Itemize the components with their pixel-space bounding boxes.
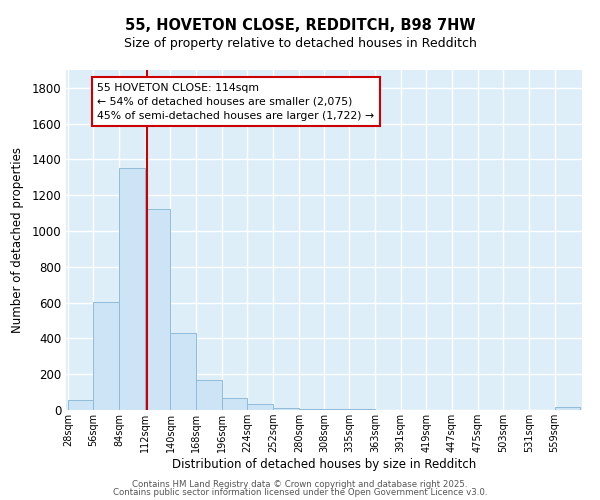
Bar <box>273 408 299 410</box>
Bar <box>325 409 349 410</box>
Text: 55, HOVETON CLOSE, REDDITCH, B98 7HW: 55, HOVETON CLOSE, REDDITCH, B98 7HW <box>125 18 475 32</box>
Bar <box>196 380 222 410</box>
Text: Contains public sector information licensed under the Open Government Licence v3: Contains public sector information licen… <box>113 488 487 497</box>
Bar <box>170 333 196 410</box>
Text: Contains HM Land Registry data © Crown copyright and database right 2025.: Contains HM Land Registry data © Crown c… <box>132 480 468 489</box>
Bar <box>247 404 273 410</box>
Text: Size of property relative to detached houses in Redditch: Size of property relative to detached ho… <box>124 38 476 51</box>
Text: 55 HOVETON CLOSE: 114sqm
← 54% of detached houses are smaller (2,075)
45% of sem: 55 HOVETON CLOSE: 114sqm ← 54% of detach… <box>97 82 374 120</box>
Bar <box>299 408 325 410</box>
Bar <box>222 398 247 410</box>
X-axis label: Distribution of detached houses by size in Redditch: Distribution of detached houses by size … <box>172 458 476 471</box>
Bar <box>554 408 580 410</box>
Bar <box>94 302 119 410</box>
Bar <box>119 168 145 410</box>
Y-axis label: Number of detached properties: Number of detached properties <box>11 147 25 333</box>
Bar <box>68 400 94 410</box>
Bar <box>145 208 170 410</box>
